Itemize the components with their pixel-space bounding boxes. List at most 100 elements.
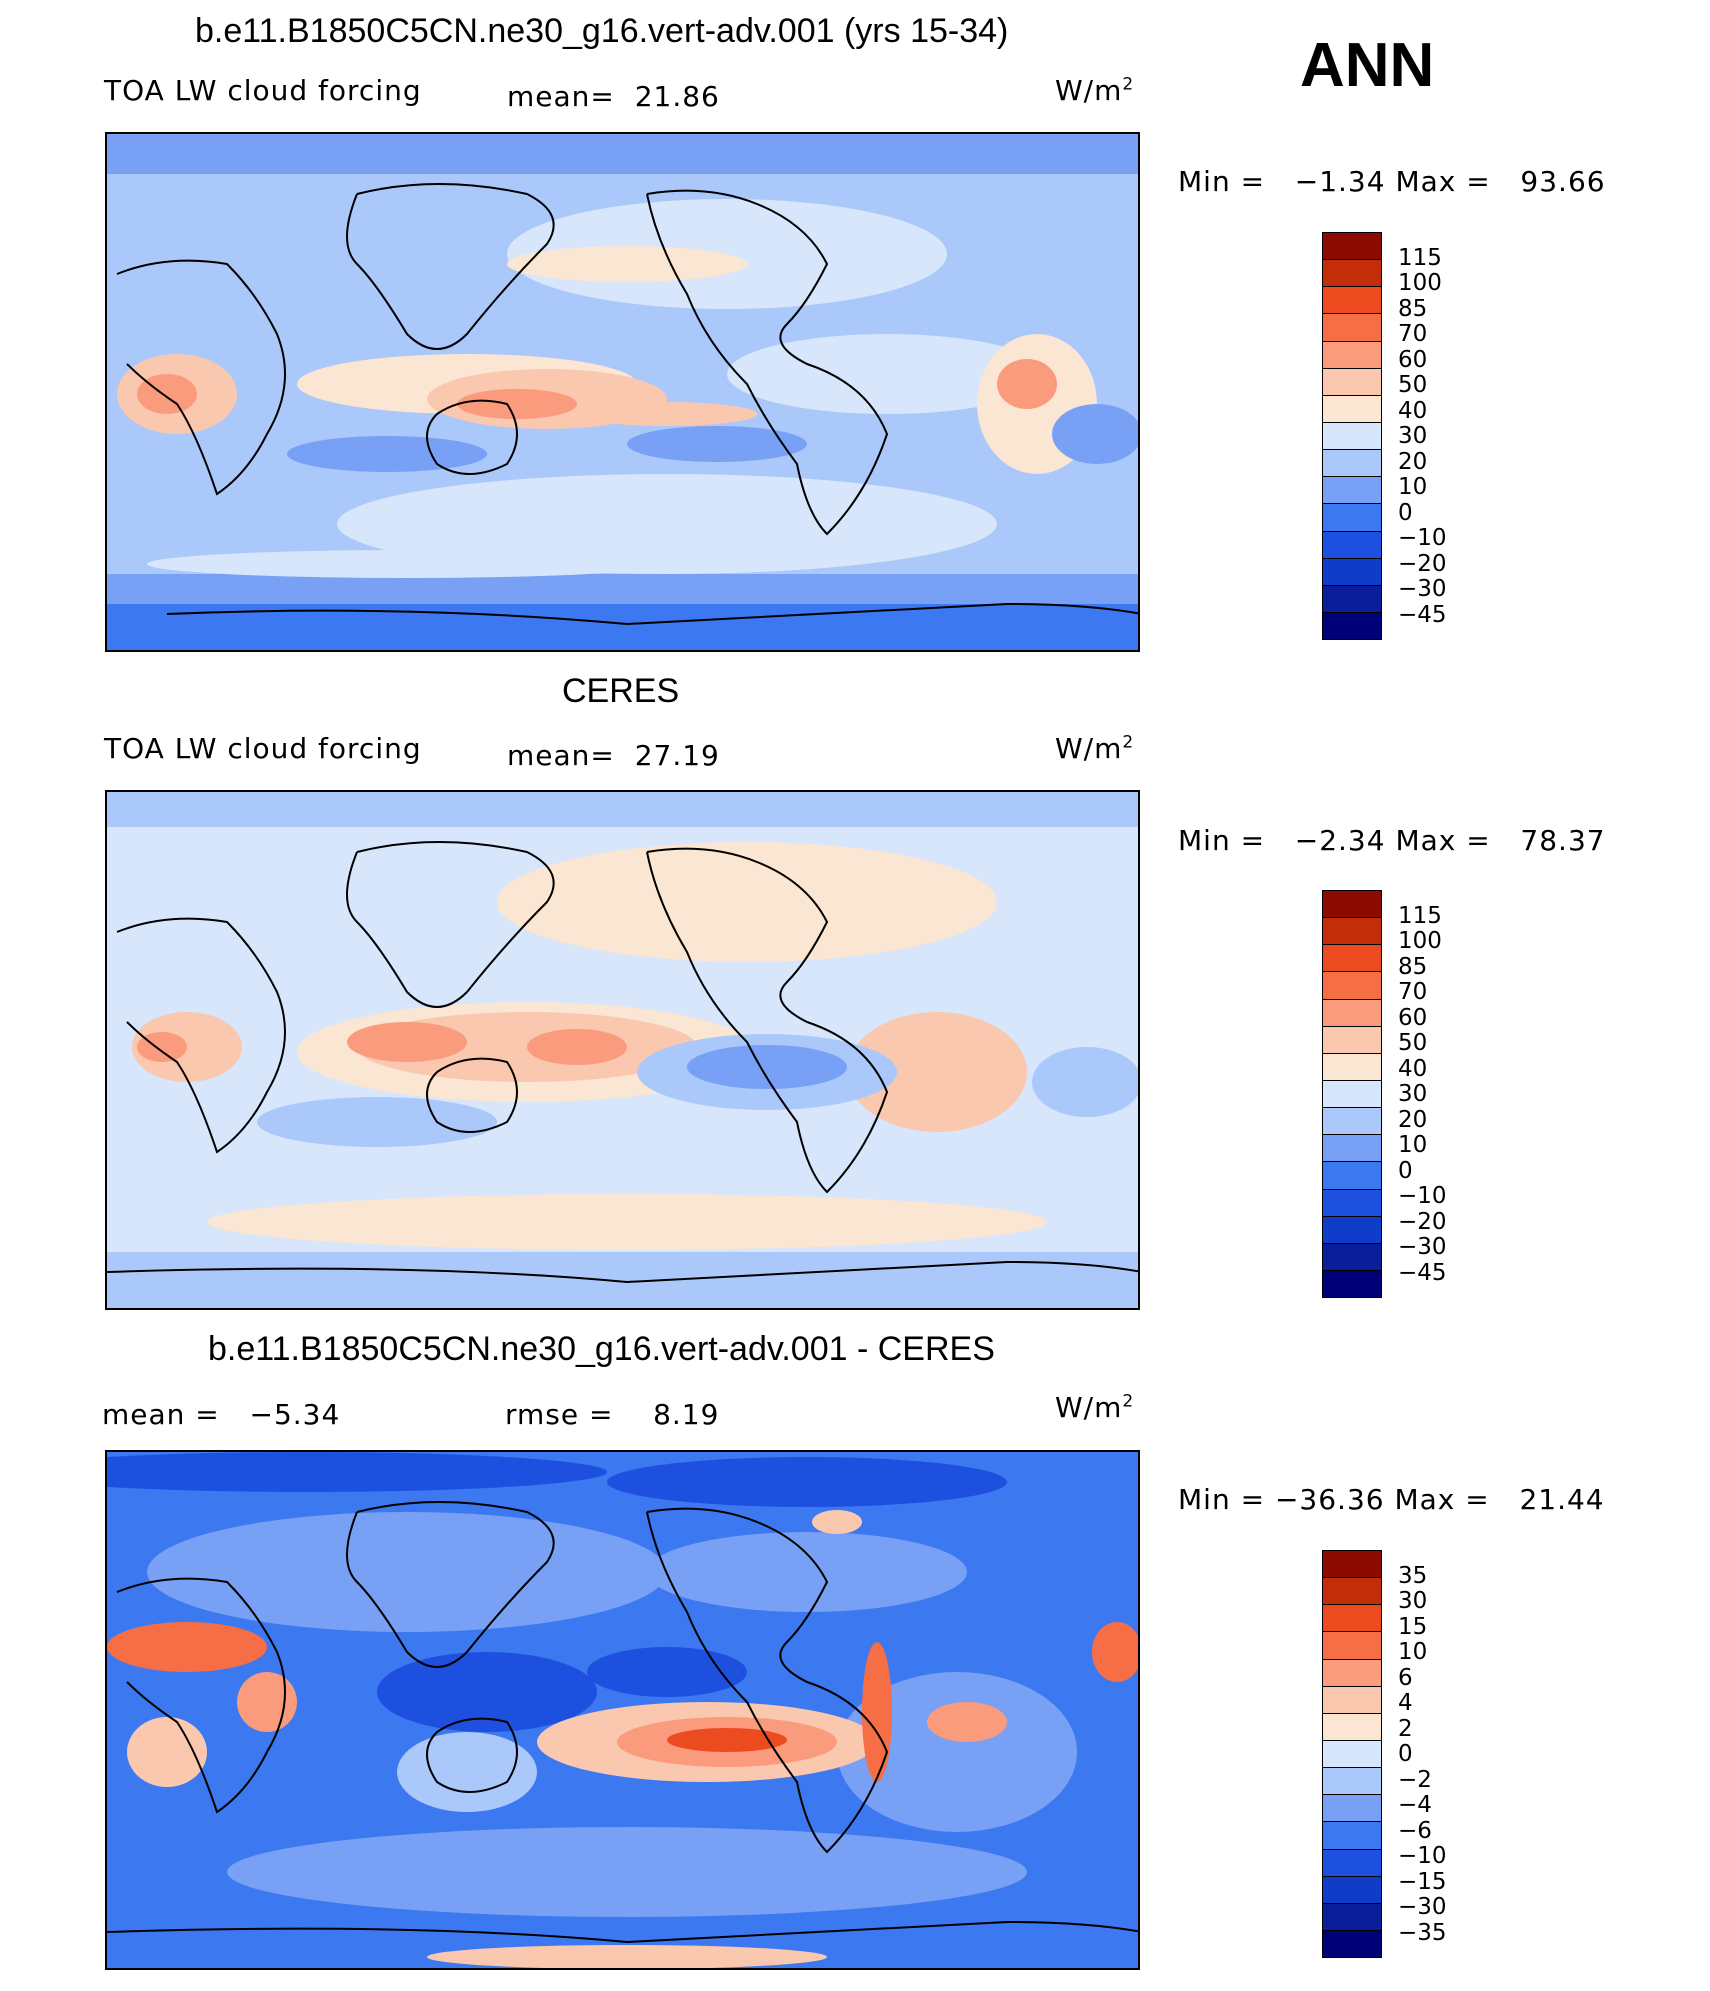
colorbar-tick-label: 60 xyxy=(1398,346,1428,373)
panel2-variable-label: TOA LW cloud forcing xyxy=(104,732,422,765)
panel3-title: b.e11.B1850C5CN.ne30_g16.vert-adv.001 - … xyxy=(208,1330,995,1368)
colorbar-tick-label: 10 xyxy=(1398,1639,1428,1665)
colorbar-tick-label: 20 xyxy=(1398,448,1428,475)
colorbar-segment xyxy=(1323,557,1381,585)
colorbar-segment xyxy=(1323,503,1381,531)
colorbar-tick-label: 0 xyxy=(1398,499,1413,526)
panel2-units-exp: 2 xyxy=(1122,732,1135,753)
colorbar-tick-label: 50 xyxy=(1398,372,1428,398)
colorbar-tick-label: −15 xyxy=(1398,1868,1447,1895)
colorbar-tick-label: 115 xyxy=(1398,902,1442,929)
panel2-min-value: −2.34 xyxy=(1294,824,1386,857)
colorbar-tick-label: 35 xyxy=(1398,1562,1428,1589)
panel3-mean-label: mean = xyxy=(102,1398,220,1431)
colorbar-segment xyxy=(1323,367,1381,395)
colorbar-segment xyxy=(1323,530,1381,558)
colorbar-segment xyxy=(1323,917,1381,945)
colorbar-segment xyxy=(1323,1658,1381,1686)
colorbar-tick-label: 40 xyxy=(1398,397,1428,424)
colorbar-tick-label: 70 xyxy=(1398,321,1428,347)
panel2-mean: mean= 27.19 xyxy=(507,739,720,772)
panel2-units-text: W/m xyxy=(1055,732,1123,765)
panel2-map xyxy=(105,790,1140,1310)
panel3-mean-value: −5.34 xyxy=(249,1398,341,1431)
colorbar-tick-label: 60 xyxy=(1398,1004,1428,1031)
panel3-minmax: Min = −36.36 Max = 21.44 xyxy=(1178,1483,1605,1516)
colorbar-tick-label: −6 xyxy=(1398,1817,1432,1844)
panel2-mean-label: mean= xyxy=(507,739,615,772)
panel1-max-value: 93.66 xyxy=(1520,165,1606,198)
colorbar-tick-label: 30 xyxy=(1398,423,1428,449)
colorbar-tick-label: 10 xyxy=(1398,1132,1428,1158)
panel1-minmax: Min = −1.34 Max = 93.66 xyxy=(1178,165,1606,198)
colorbar-tick-label: −4 xyxy=(1398,1792,1432,1818)
panel1-map-field xyxy=(107,134,1138,650)
panel3-map-field xyxy=(107,1452,1138,1968)
panel1-mean-value: 21.86 xyxy=(634,80,720,113)
colorbar-segment xyxy=(1323,1079,1381,1108)
colorbar-tick-label: 85 xyxy=(1398,953,1428,980)
colorbar-tick-label: 15 xyxy=(1398,1613,1428,1640)
panel3-max-label: Max = xyxy=(1394,1483,1490,1516)
colorbar-segment xyxy=(1323,944,1381,972)
colorbar-segment xyxy=(1323,449,1381,477)
colorbar-segment xyxy=(1323,1767,1381,1795)
colorbar-segment xyxy=(1323,1025,1381,1053)
panel2-min-label: Min = xyxy=(1178,824,1266,857)
colorbar-segment xyxy=(1323,259,1381,287)
panel3-rmse: rmse = 8.19 xyxy=(505,1398,719,1431)
colorbar-tick-label: 100 xyxy=(1398,270,1442,296)
colorbar-tick-label: 30 xyxy=(1398,1081,1428,1107)
panel2-title: CERES xyxy=(562,672,680,710)
colorbar-segment xyxy=(1323,1269,1381,1298)
panel2-minmax: Min = −2.34 Max = 78.37 xyxy=(1178,824,1606,857)
colorbar-segment xyxy=(1323,340,1381,368)
colorbar-tick-label: −10 xyxy=(1398,1183,1447,1209)
colorbar-segment xyxy=(1323,584,1381,612)
panel3-max-value: 21.44 xyxy=(1519,1483,1605,1516)
colorbar-segment xyxy=(1323,476,1381,504)
colorbar-tick-label: 10 xyxy=(1398,474,1428,500)
colorbar-tick-label: 6 xyxy=(1398,1664,1413,1691)
panel3-colorbar xyxy=(1322,1550,1382,1958)
colorbar-segment xyxy=(1323,1739,1381,1768)
colorbar-segment xyxy=(1323,394,1381,422)
colorbar-segment xyxy=(1323,1712,1381,1740)
colorbar-tick-label: 50 xyxy=(1398,1030,1428,1056)
colorbar-tick-label: −2 xyxy=(1398,1766,1432,1793)
panel3-min-value: −36.36 xyxy=(1274,1483,1385,1516)
colorbar-segment xyxy=(1323,233,1381,260)
colorbar-tick-label: −30 xyxy=(1398,1894,1447,1920)
panel1-mean-label: mean= xyxy=(507,80,615,113)
colorbar-tick-label: 115 xyxy=(1398,244,1442,271)
panel1-min-label: Min = xyxy=(1178,165,1266,198)
colorbar-tick-label: −10 xyxy=(1398,525,1447,551)
colorbar-tick-label: 4 xyxy=(1398,1690,1413,1716)
colorbar-tick-label: −45 xyxy=(1398,601,1447,628)
panel2-mean-value: 27.19 xyxy=(634,739,720,772)
colorbar-segment xyxy=(1323,971,1381,999)
colorbar-segment xyxy=(1323,1604,1381,1632)
panel3-units: W/m2 xyxy=(1055,1391,1134,1424)
colorbar-tick-label: −10 xyxy=(1398,1843,1447,1869)
colorbar-segment xyxy=(1323,1577,1381,1605)
colorbar-segment xyxy=(1323,611,1381,640)
panel1-units-exp: 2 xyxy=(1122,74,1135,95)
panel2-max-label: Max = xyxy=(1395,824,1491,857)
colorbar-segment xyxy=(1323,1821,1381,1849)
colorbar-tick-label: 40 xyxy=(1398,1055,1428,1082)
panel1-units: W/m2 xyxy=(1055,74,1134,107)
colorbar-segment xyxy=(1323,1902,1381,1930)
colorbar-segment xyxy=(1323,1685,1381,1713)
colorbar-segment xyxy=(1323,1929,1381,1958)
panel1-title: b.e11.B1850C5CN.ne30_g16.vert-adv.001 (y… xyxy=(195,12,1009,50)
panel3-map xyxy=(105,1450,1140,1970)
colorbar-segment xyxy=(1323,891,1381,918)
colorbar-tick-label: −30 xyxy=(1398,1234,1447,1260)
colorbar-segment xyxy=(1323,998,1381,1026)
colorbar-segment xyxy=(1323,286,1381,314)
colorbar-segment xyxy=(1323,1242,1381,1270)
panel1-colorbar xyxy=(1322,232,1382,640)
colorbar-tick-label: −20 xyxy=(1398,550,1447,577)
panel2-max-value: 78.37 xyxy=(1520,824,1606,857)
